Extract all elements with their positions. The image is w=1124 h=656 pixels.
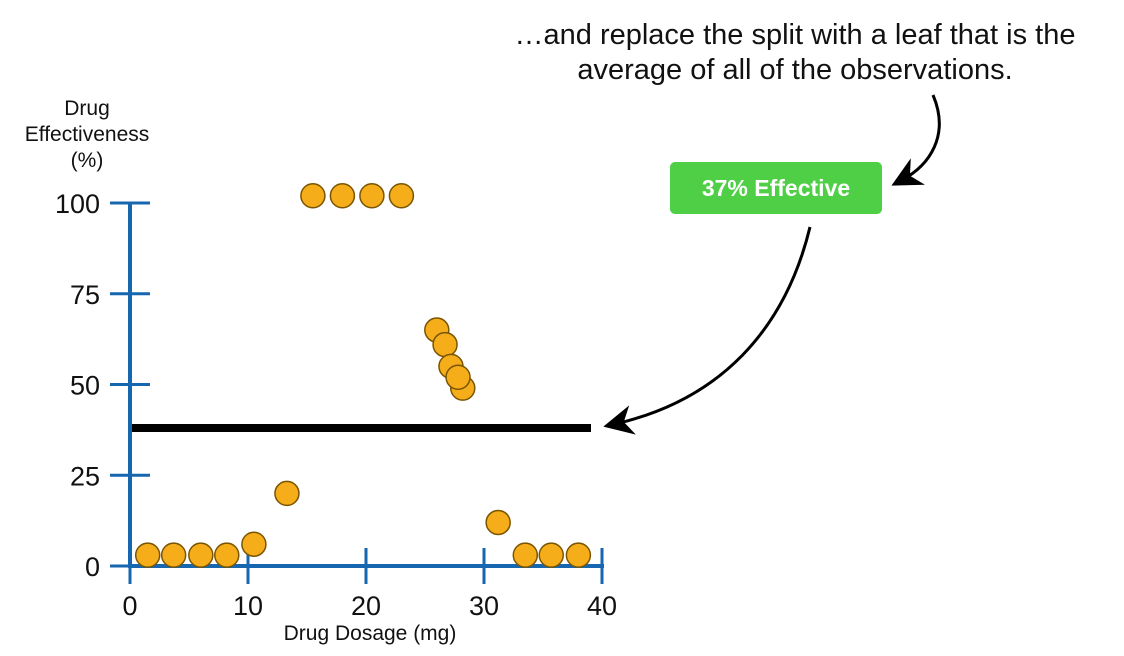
x-tick-label: 30 [469, 591, 499, 621]
annotation-line-2: average of all of the observations. [577, 54, 1013, 86]
data-point [388, 182, 415, 209]
y-tick-label: 100 [55, 189, 100, 219]
y-tick-label: 0 [85, 552, 100, 582]
data-point [445, 364, 471, 390]
y-tick-label: 75 [70, 280, 100, 310]
data-point [160, 542, 187, 568]
data-point [538, 542, 565, 568]
leaf-box: 37% Effective [670, 162, 882, 214]
y-axis-title-line-1: Drug [64, 97, 110, 120]
data-point [359, 182, 385, 209]
data-point [565, 542, 592, 568]
data-point [329, 182, 356, 209]
axes: 0 25 50 75 100 0 10 20 30 40 [55, 189, 617, 621]
arrow-to-leaf-box [891, 94, 941, 186]
x-axis-title: Drug Dosage (mg) [283, 622, 457, 645]
data-point [485, 509, 511, 536]
data-point [241, 531, 267, 557]
data-points [134, 182, 592, 568]
annotation-text: …and replace the split with a leaf that … [470, 18, 1120, 88]
arrow-to-split-line [603, 226, 812, 435]
y-axis-title-line-3: (%) [70, 149, 104, 172]
x-tick-label: 40 [587, 591, 617, 621]
y-axis-title-line-2: Effectiveness [24, 123, 150, 146]
x-tick-label: 0 [122, 591, 137, 621]
x-tick-label: 20 [351, 591, 381, 621]
data-point [188, 542, 214, 568]
x-tick-label: 10 [233, 591, 263, 621]
y-axis-title: Drug Effectiveness (%) [0, 96, 174, 174]
leaf-label: 37% Effective [701, 174, 851, 201]
y-tick-label: 50 [70, 371, 100, 401]
data-point [300, 182, 326, 209]
data-point [274, 480, 300, 507]
data-point [512, 542, 539, 568]
data-point [432, 331, 458, 358]
annotation-line-1: …and replace the split with a leaf that … [514, 19, 1076, 51]
data-point [134, 542, 161, 568]
data-point [214, 542, 240, 568]
y-tick-label: 25 [70, 461, 100, 491]
